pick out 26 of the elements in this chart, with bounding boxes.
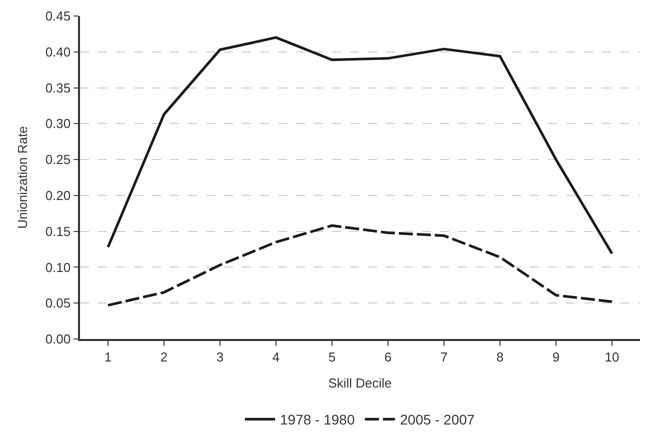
y-tick-label: 0.35 [45,80,71,96]
y-tick-label: 0.40 [45,44,71,60]
y-tick-label: 0.25 [45,152,71,168]
y-tick-label: 0.00 [45,332,71,347]
x-axis-title: Skill Decile [328,375,392,390]
line-series [106,36,614,255]
y-tick-label: 0.15 [45,224,71,239]
line-series [106,224,614,307]
legend-label: 1978 - 1980 [280,412,355,428]
x-tick-label: 4 [272,349,280,364]
x-tick-label: 5 [328,349,336,364]
y-tick-label: 0.10 [45,260,71,275]
legend-label: 2005 - 2007 [400,412,475,428]
x-tick-label: 10 [604,349,620,364]
y-tick-label: 0.20 [45,188,71,203]
x-tick-label: 6 [384,349,392,364]
x-tick-label: 9 [552,349,560,364]
x-tick-label: 7 [440,349,448,364]
x-tick-label: 1 [104,349,112,364]
x-tick-label: 2 [160,349,168,364]
x-tick-label: 8 [496,349,504,364]
y-tick-label: 0.30 [45,116,71,132]
y-tick-label: 0.05 [45,296,71,311]
y-tick-label: 0.45 [45,8,71,24]
y-axis-title: Unionization Rate [14,126,30,229]
x-tick-label: 3 [216,349,224,364]
